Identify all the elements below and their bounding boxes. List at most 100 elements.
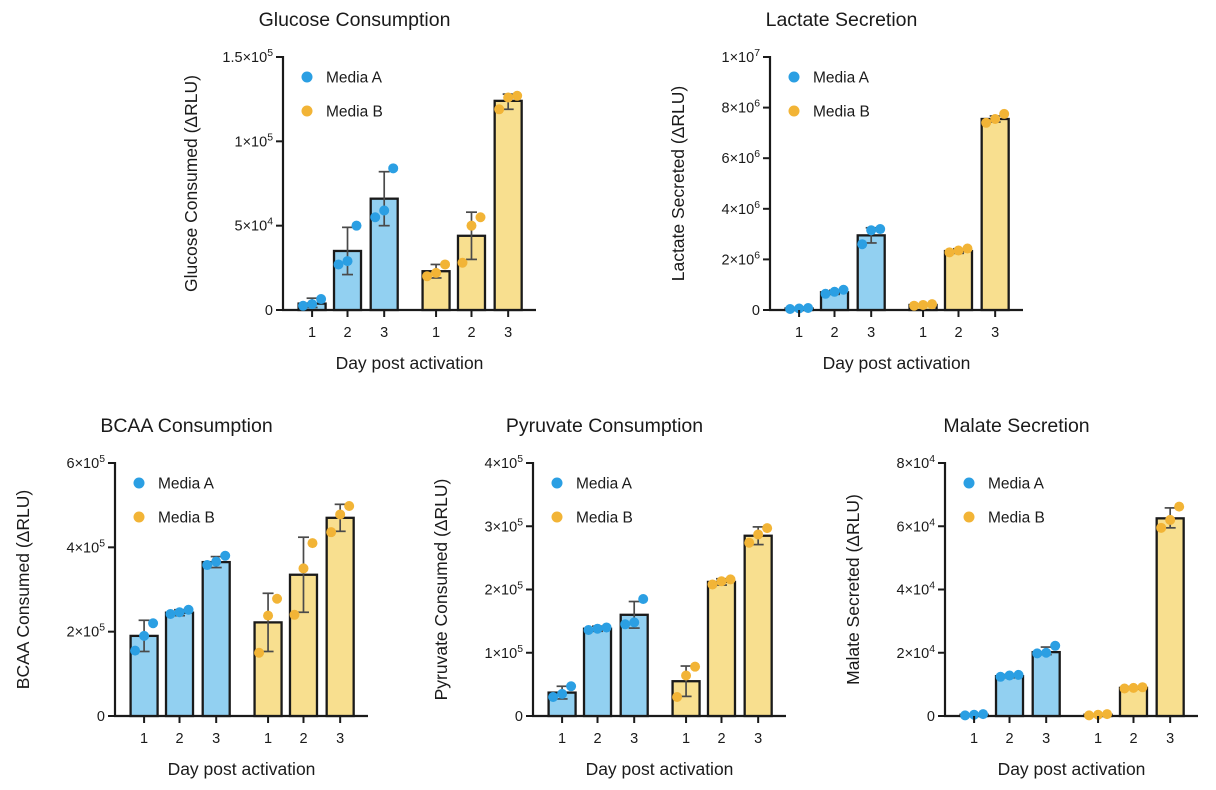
data-point: [457, 257, 468, 268]
x-tick-label: 3: [754, 731, 762, 747]
data-point: [165, 608, 176, 619]
data-point: [557, 688, 568, 699]
legend-dot: [551, 511, 563, 523]
x-tick-label: 1: [140, 731, 148, 747]
data-point: [298, 563, 309, 574]
x-tick-label: 3: [380, 325, 388, 341]
data-point: [379, 205, 390, 216]
data-point: [838, 284, 849, 295]
x-tick-label: 3: [1042, 731, 1050, 747]
data-point: [785, 303, 796, 314]
x-tick-label: 2: [467, 325, 475, 341]
y-axis-label: Glucose Consumed (ΔRLU): [181, 75, 201, 292]
bar: [582, 627, 613, 718]
data-point: [1119, 683, 1130, 694]
data-point: [1137, 682, 1148, 693]
data-point: [995, 671, 1006, 682]
data-point: [388, 163, 399, 174]
y-tick-label: 4×105: [67, 538, 106, 556]
legend-label: Media A: [326, 70, 383, 87]
data-point: [298, 300, 309, 311]
x-tick-label: 3: [991, 325, 999, 341]
bar: [493, 99, 523, 312]
x-tick-label: 3: [336, 731, 344, 747]
legend-dot: [133, 511, 145, 523]
legend-label: Media B: [158, 510, 215, 527]
data-point: [794, 303, 805, 314]
legend-label: Media B: [576, 510, 633, 527]
data-point: [1084, 710, 1095, 721]
data-point: [962, 243, 973, 254]
legend-label: Media A: [988, 476, 1045, 493]
x-tick-label: 2: [1005, 731, 1013, 747]
data-point: [744, 537, 755, 548]
data-point: [725, 574, 736, 585]
y-tick-label: 1×105: [235, 132, 274, 150]
legend-label: Media A: [813, 70, 870, 87]
data-point: [1032, 648, 1043, 659]
data-point: [1004, 670, 1015, 681]
x-tick-label: 1: [682, 731, 690, 747]
x-tick-label: 1: [432, 325, 440, 341]
data-point: [344, 501, 355, 512]
x-tick-label: 2: [954, 325, 962, 341]
chart-title: Lactate Secretion: [766, 9, 918, 31]
data-point: [944, 247, 955, 258]
x-tick-label: 3: [212, 731, 220, 747]
bar: [1155, 517, 1185, 718]
y-tick-label: 4×106: [722, 200, 761, 218]
chart-svg-pyruvate: 0 1×105 2×105 3×105 4×105 1 2 3 1 2 3 Pyruvate Cons…: [431, 415, 786, 779]
x-tick-label: 2: [593, 731, 601, 747]
x-tick-label: 2: [299, 731, 307, 747]
y-tick-label: 0: [515, 709, 523, 725]
data-point: [307, 299, 318, 310]
bar: [706, 580, 737, 718]
chart-svg-lactate: 0 2×106 4×106 6×106 8×106 1×107 1 2 3 1 2 3 Lactate …: [668, 9, 1023, 373]
y-tick-label: 4×105: [485, 454, 524, 472]
chart-svg-bcaa: 0 2×105 4×105 6×105 1 2 3 1 2 3 BCAA Consumption Da…: [13, 415, 368, 779]
data-point: [289, 609, 300, 620]
data-point: [672, 692, 683, 703]
data-point: [139, 630, 150, 641]
data-point: [351, 220, 362, 231]
data-point: [990, 113, 1001, 124]
x-tick-label: 3: [504, 325, 512, 341]
data-point: [953, 245, 964, 256]
y-tick-label: 2×106: [722, 250, 761, 268]
y-tick-label: 0: [97, 709, 105, 725]
y-tick-label: 0: [752, 303, 760, 319]
data-point: [960, 710, 971, 721]
x-tick-label: 2: [830, 325, 838, 341]
data-point: [1128, 682, 1139, 693]
y-axis-label: BCAA Consumed (ΔRLU): [13, 490, 33, 689]
data-point: [370, 212, 381, 223]
y-tick-label: 5×104: [235, 217, 274, 235]
bar: [325, 516, 355, 718]
bar: [1031, 650, 1061, 718]
x-tick-label: 3: [630, 731, 638, 747]
data-point: [272, 593, 283, 604]
x-tick-label: 1: [795, 325, 803, 341]
chart-svg-malate: 0 2×104 4×104 6×104 8×104 1 2 3 1 2 3 Malate Secret…: [843, 415, 1198, 779]
data-point: [620, 619, 631, 630]
chart-malate-secretion: 0 2×104 4×104 6×104 8×104 1 2 3 1 2 3 Malate Secret…: [805, 406, 1216, 788]
data-point: [1165, 514, 1176, 525]
y-tick-label: 4×104: [897, 581, 936, 599]
data-point: [1174, 501, 1185, 512]
legend-dot: [133, 477, 145, 489]
bar: [943, 249, 974, 312]
legend-label: Media B: [326, 104, 383, 121]
y-axis-label: Malate Secreted (ΔRLU): [843, 494, 863, 685]
data-point: [592, 623, 603, 634]
data-point: [466, 220, 477, 231]
data-point: [130, 645, 141, 656]
bar: [980, 117, 1010, 312]
data-point: [866, 225, 877, 236]
data-point: [762, 523, 773, 534]
data-point: [1093, 709, 1104, 720]
x-axis-label: Day post activation: [168, 759, 316, 779]
chart-title: Pyruvate Consumption: [506, 415, 703, 437]
data-point: [1102, 709, 1113, 720]
y-tick-label: 6×104: [897, 517, 936, 535]
